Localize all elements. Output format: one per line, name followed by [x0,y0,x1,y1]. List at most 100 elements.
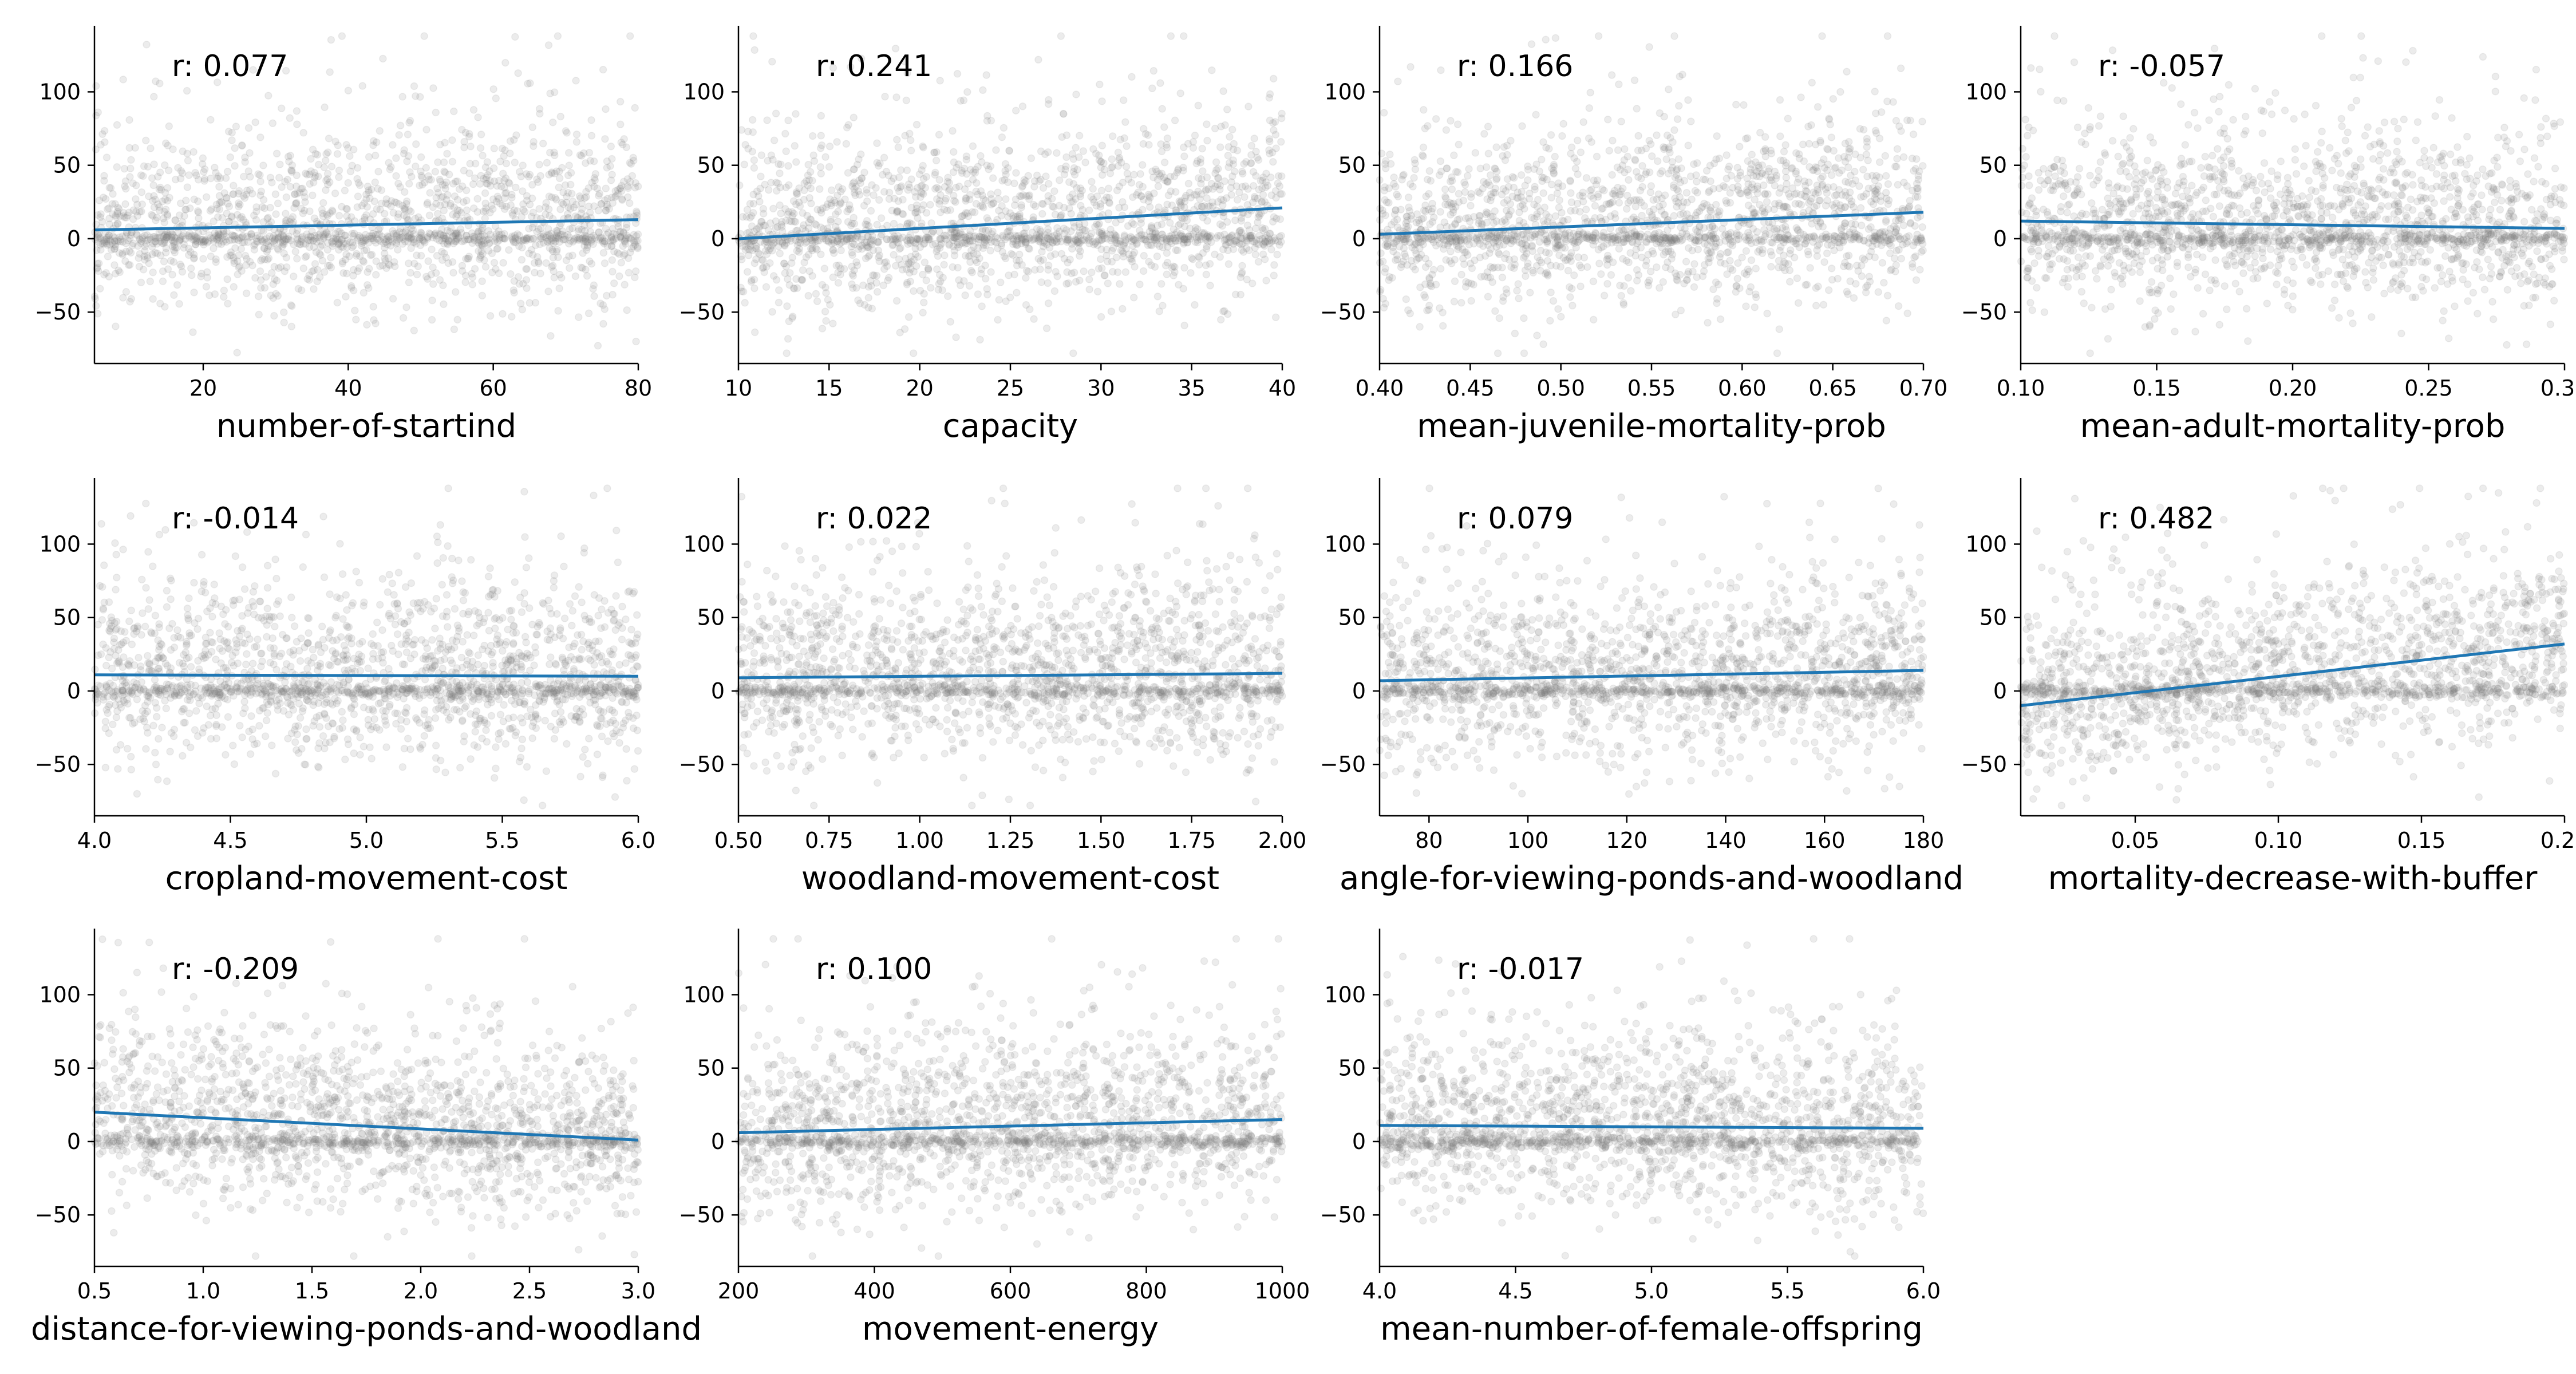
data-point [465,252,473,260]
data-point [625,269,633,277]
data-point [1034,255,1042,263]
data-point [1267,173,1275,181]
data-point [148,174,156,182]
data-point [824,295,832,304]
data-point [618,195,626,203]
data-point [379,54,387,63]
data-point [1419,143,1428,152]
data-point [105,273,113,281]
data-point [1233,147,1242,155]
data-point [439,192,447,201]
data-point [322,210,331,219]
data-point [1269,148,1277,157]
data-point [199,255,207,263]
data-point [565,239,573,248]
data-point [499,169,507,177]
data-point [895,245,903,253]
data-point [224,200,232,208]
data-point [1605,147,1613,155]
data-point [135,254,143,262]
data-point [441,181,449,189]
data-point [894,143,903,152]
data-point [320,163,329,172]
data-point [396,228,404,236]
data-point [207,234,215,242]
data-point [1075,220,1084,228]
data-point [144,235,152,244]
data-point [781,129,789,138]
x-axis-label: number-of-startind [216,408,516,445]
data-point [1060,110,1068,118]
data-point [136,236,144,244]
data-point [140,162,148,171]
data-point [222,194,231,202]
data-point [963,88,971,96]
data-point [169,145,177,153]
data-point [743,206,752,214]
data-point [570,236,578,244]
data-point [315,250,323,258]
data-point [113,220,122,228]
data-point [516,236,524,245]
data-point [1180,214,1189,222]
data-point [314,172,322,180]
data-point [479,224,487,232]
data-point [365,188,373,196]
data-point [590,174,599,182]
data-point [913,234,921,243]
data-point [981,226,990,234]
data-point [272,149,281,158]
data-point [790,210,798,218]
data-point [842,140,851,148]
data-point [617,228,625,236]
data-point [491,233,499,241]
data-point [453,210,461,219]
data-point [1129,293,1138,302]
data-point [333,150,342,158]
data-point [116,238,125,246]
data-point [1207,238,1215,246]
data-point [1123,142,1131,151]
data-point [904,180,913,188]
data-point [425,211,434,220]
x-tick-label: 40 [1269,376,1296,401]
data-point [214,213,222,221]
data-point [477,232,485,240]
data-point [425,229,433,238]
data-point [559,188,567,196]
data-point [933,265,941,273]
data-point [207,205,215,214]
data-point [834,279,843,287]
data-point [1254,258,1263,266]
data-point [338,203,346,211]
data-point [554,253,562,262]
data-point [335,173,343,181]
data-point [896,244,904,252]
data-point [1081,158,1089,167]
data-point [247,230,255,238]
data-point [180,240,188,248]
data-point [1251,224,1260,232]
data-point [285,235,293,243]
x-tick-label: 25 [997,376,1024,401]
data-point [274,235,282,243]
data-point [163,196,172,205]
data-point [1722,151,1730,159]
data-point [809,151,817,160]
data-point [618,196,626,204]
data-point [416,235,424,243]
data-point [274,246,282,254]
data-point [552,167,561,175]
data-point [188,232,196,240]
data-point [146,277,155,286]
x-tick-label: 20 [906,376,933,401]
data-point [817,250,825,259]
data-point [567,180,575,189]
data-point [499,234,507,242]
data-point [207,174,215,183]
data-point [426,230,434,238]
data-point [229,190,238,198]
data-point [539,232,548,240]
data-point [383,240,392,248]
data-point [276,238,285,246]
